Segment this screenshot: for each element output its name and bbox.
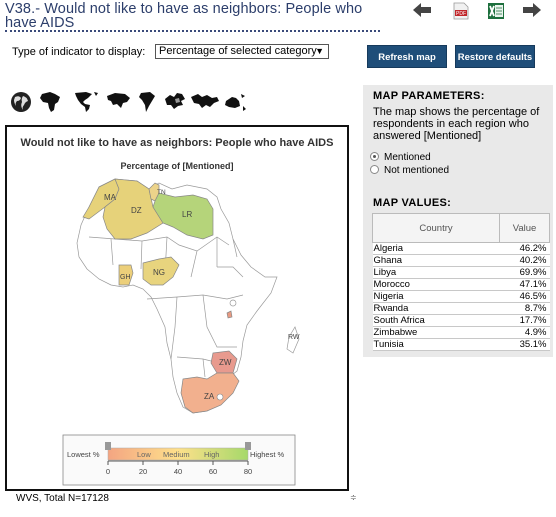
map-parameters-description: The map shows the percentage of responde… (373, 106, 551, 142)
value-cell: 47.1% (500, 279, 550, 291)
pdf-icon-text: PDF (456, 11, 466, 17)
table-row: Algeria 46.2% (373, 243, 550, 255)
asia-icon[interactable] (105, 91, 131, 113)
americas-icon[interactable] (72, 91, 100, 113)
value-cell: 17.7% (500, 315, 550, 327)
lake-victoria (230, 300, 236, 306)
legend-medium: Medium (163, 450, 190, 459)
label-zw: ZW (219, 358, 232, 367)
country-cell: Morocco (373, 279, 500, 291)
legend-tick-label: 80 (244, 467, 252, 476)
legend-tick-label: 20 (139, 467, 147, 476)
table-row: Zimbabwe 4.9% (373, 327, 550, 339)
label-gh: GH (120, 274, 131, 281)
scroll-handle-icon[interactable]: ≑ (350, 493, 357, 502)
legend-tick-label: 60 (209, 467, 217, 476)
south-america-icon[interactable] (136, 91, 160, 113)
europe-icon[interactable] (162, 91, 188, 113)
radio-label-mentioned: Mentioned (384, 152, 431, 163)
legend-slider-max[interactable] (245, 442, 251, 450)
indicator-select-value: Percentage of selected category (159, 45, 317, 57)
forward-arrow-icon[interactable] (522, 2, 542, 18)
radio-not-mentioned[interactable]: Not mentioned (370, 165, 449, 177)
restore-defaults-button[interactable]: Restore defaults (455, 45, 535, 68)
radio-button[interactable] (370, 165, 379, 174)
table-row: Ghana 40.2% (373, 255, 550, 267)
radio-label-not-mentioned: Not mentioned (384, 165, 449, 176)
legend-high: High (204, 450, 219, 459)
label-ng: NG (153, 268, 165, 277)
label-ly: LR (182, 210, 192, 219)
lesotho (217, 394, 223, 400)
sample-size: WVS, Total N=17128 (16, 493, 109, 504)
table-row: Tunisia 35.1% (373, 339, 550, 351)
map-legend: Lowest % Highest % Low Medium High 0 20 40… (63, 435, 295, 485)
country-cell: Tunisia (373, 339, 500, 351)
values-table: Country Value Algeria 46.2% Ghana 40.2% Liby… (372, 213, 550, 351)
page-title: V38.- Would not like to have as neighbor… (5, 2, 395, 30)
africa-map[interactable]: MA DZ TN LR GH NG RW ZW ZA L (7, 127, 347, 489)
value-cell: 69.9% (500, 267, 550, 279)
excel-icon[interactable] (487, 2, 505, 20)
column-header-value[interactable]: Value (500, 214, 550, 243)
pdf-icon[interactable]: PDF (452, 2, 470, 20)
country-cell: Ghana (373, 255, 500, 267)
map-values-heading: MAP VALUES: (373, 197, 451, 209)
label-rw: RW (288, 334, 300, 341)
column-header-country[interactable]: Country (373, 214, 500, 243)
map-panel: Would not like to have as neighbors: Peo… (5, 125, 349, 491)
country-cell: Zimbabwe (373, 327, 500, 339)
label-za: ZA (204, 392, 215, 401)
country-cell: Algeria (373, 243, 500, 255)
indicator-label: Type of indicator to display: (12, 46, 145, 58)
label-ma: MA (104, 193, 117, 202)
refresh-map-button[interactable]: Refresh map (367, 45, 447, 68)
table-row: Rwanda 8.7% (373, 303, 550, 315)
radio-button[interactable] (370, 152, 379, 161)
world-globe-icon[interactable] (10, 91, 32, 113)
value-cell: 40.2% (500, 255, 550, 267)
dropdown-arrow-icon: ▼ (315, 45, 324, 58)
value-cell: 35.1% (500, 339, 550, 351)
label-dz: DZ (131, 206, 142, 215)
map-parameters-heading: MAP PARAMETERS: (373, 90, 485, 102)
value-cell: 4.9% (500, 327, 550, 339)
legend-tick-label: 40 (174, 467, 182, 476)
country-cell: Nigeria (373, 291, 500, 303)
parameters-panel: MAP PARAMETERS: The map shows the percen… (363, 85, 553, 357)
africa-icon[interactable] (38, 91, 64, 113)
legend-tick-label: 0 (106, 467, 110, 476)
mena-icon[interactable] (190, 91, 220, 113)
value-cell: 46.5% (500, 291, 550, 303)
legend-lowest: Lowest % (67, 450, 100, 459)
table-row: Morocco 47.1% (373, 279, 550, 291)
indicator-select[interactable]: Percentage of selected category ▼ (155, 44, 329, 59)
table-row: Libya 69.9% (373, 267, 550, 279)
value-cell: 8.7% (500, 303, 550, 315)
table-row: South Africa 17.7% (373, 315, 550, 327)
legend-slider-min[interactable] (105, 442, 111, 450)
values-table-body: Algeria 46.2% Ghana 40.2% Libya 69.9% Morocco 4… (373, 243, 550, 351)
value-cell: 46.2% (500, 243, 550, 255)
label-tn: TN (157, 189, 166, 196)
radio-mentioned[interactable]: Mentioned (370, 152, 431, 164)
back-arrow-icon[interactable] (412, 2, 432, 18)
country-cell: Rwanda (373, 303, 500, 315)
legend-low: Low (137, 450, 151, 459)
country-cell: South Africa (373, 315, 500, 327)
legend-highest: Highest % (250, 450, 285, 459)
title-divider (5, 30, 380, 32)
country-cell: Libya (373, 267, 500, 279)
table-row: Nigeria 46.5% (373, 291, 550, 303)
oceania-icon[interactable] (220, 91, 248, 113)
